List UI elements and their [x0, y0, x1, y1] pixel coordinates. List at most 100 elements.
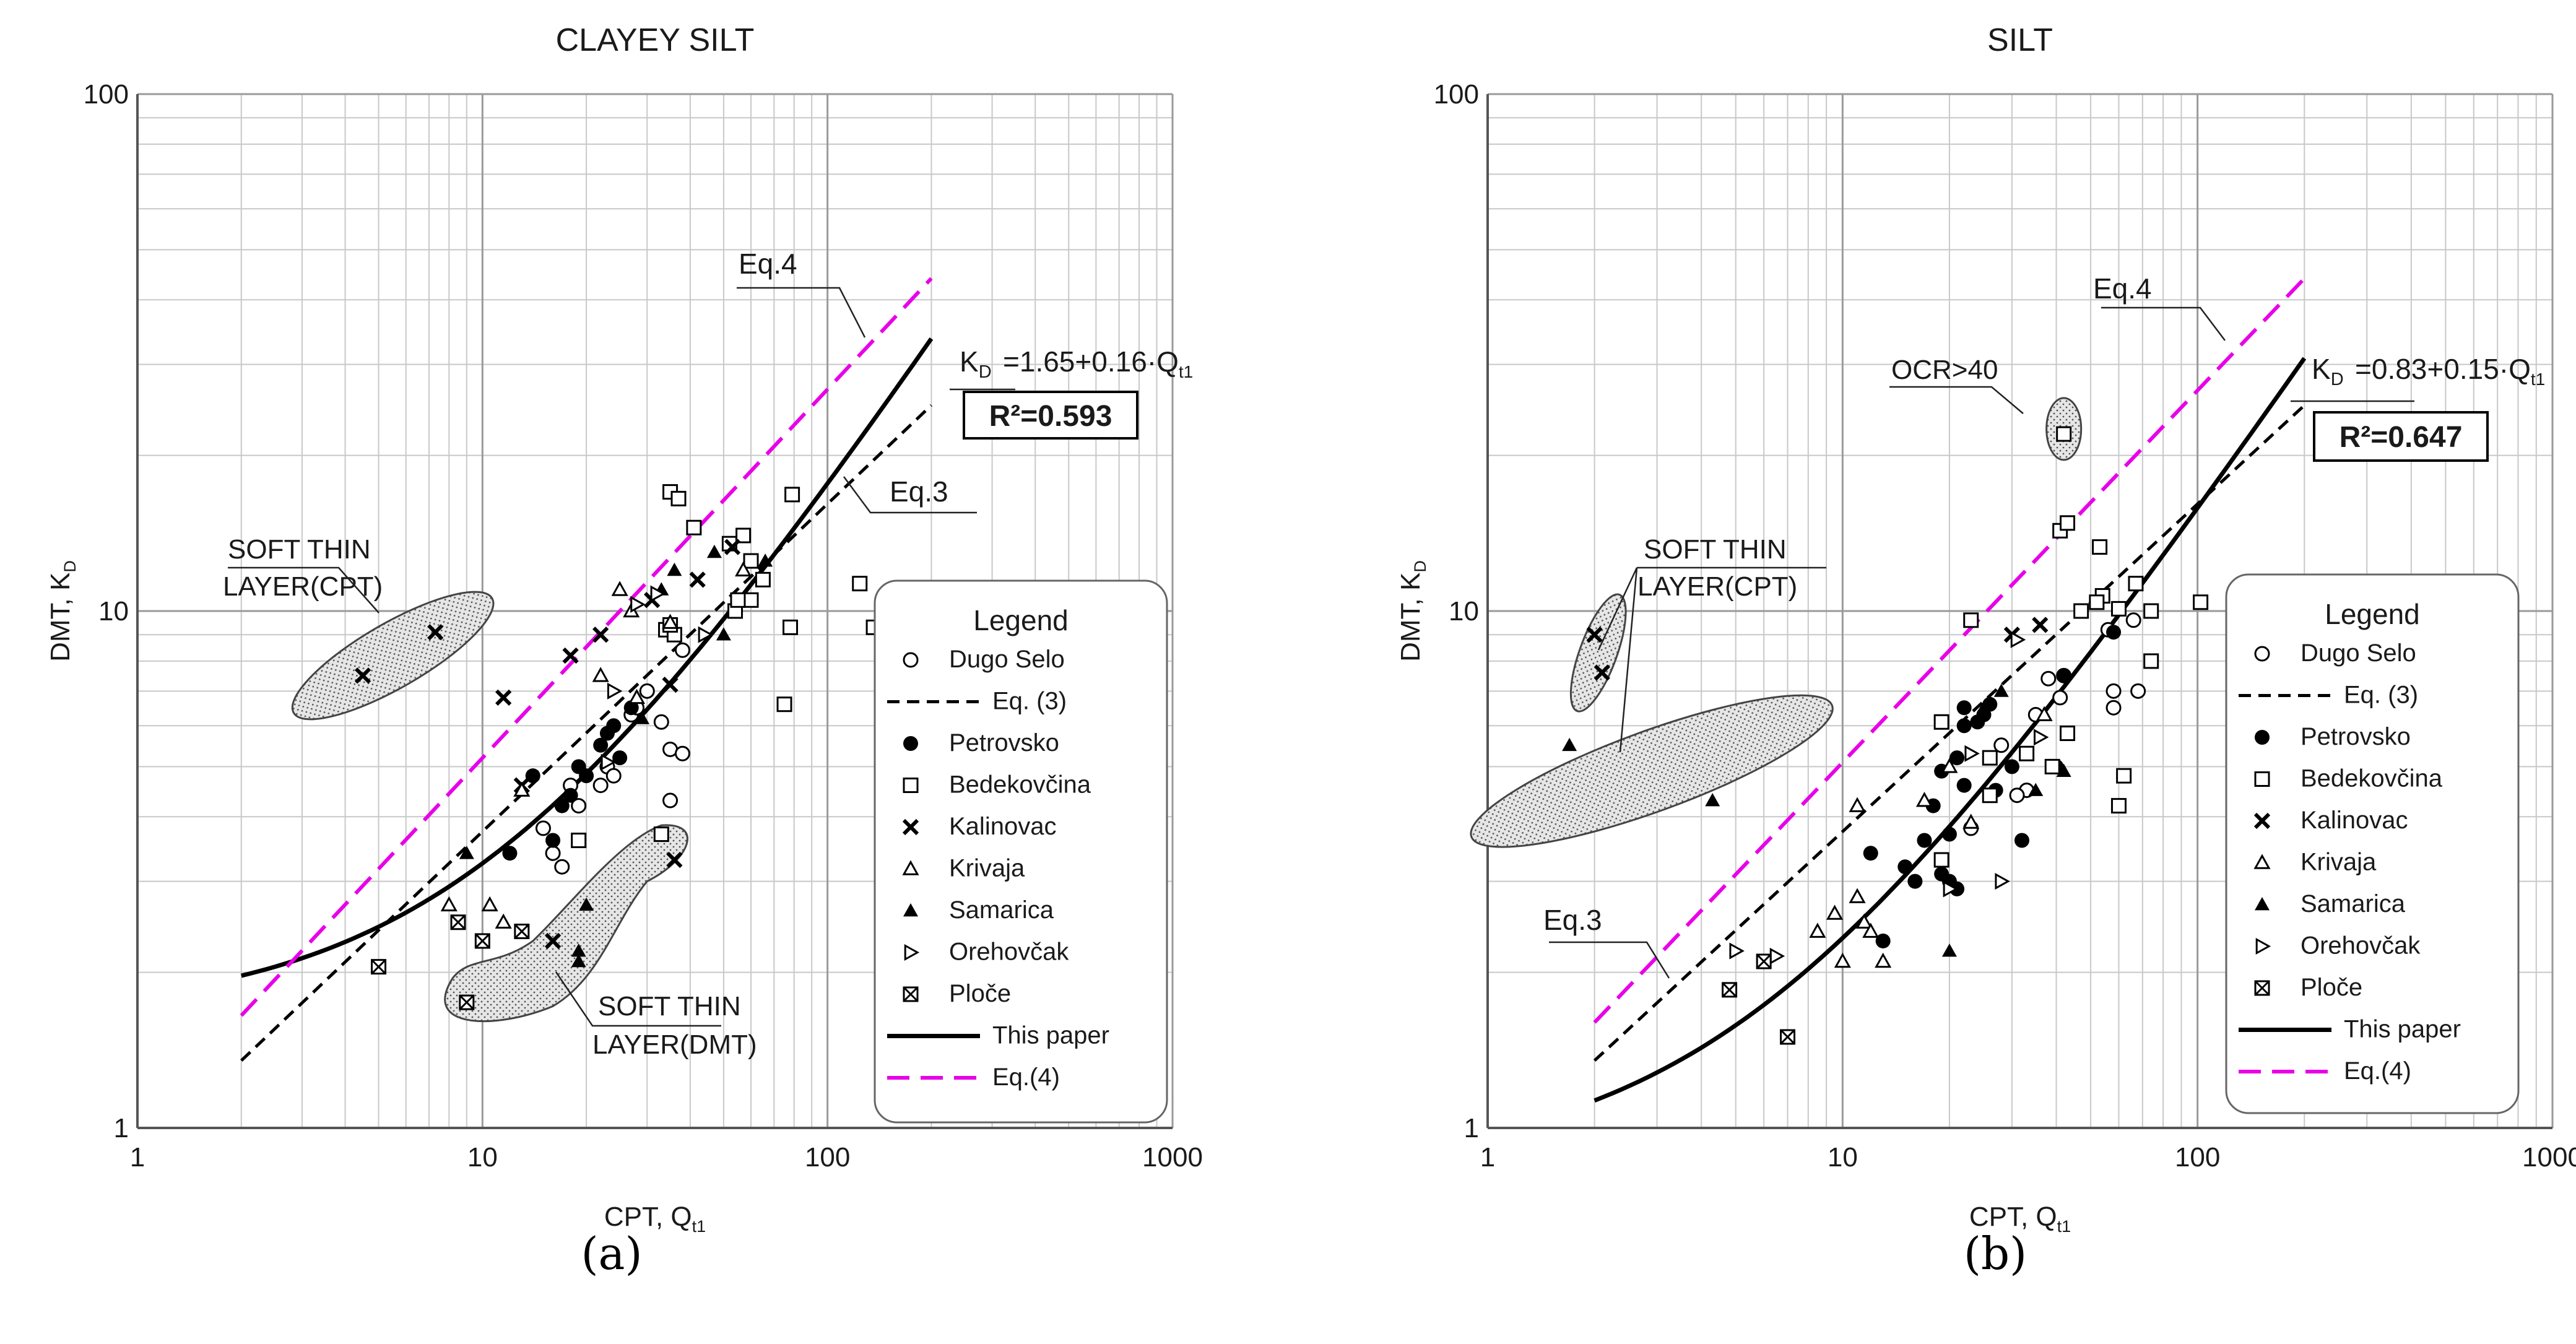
point-bedekov-ina: [743, 553, 759, 569]
legend-swatch-plo-e: [2254, 980, 2270, 996]
point-samarica: [1976, 700, 1992, 714]
point-plo-e: [514, 924, 530, 940]
point-petrovsko: [2014, 833, 2029, 848]
legend-label-this-paper: This paper: [2344, 1016, 2461, 1043]
legend-label-dugo-selo: Dugo Selo: [949, 646, 1065, 673]
point-bedekov-ina: [2044, 758, 2060, 774]
point-krivaja: [1849, 888, 1866, 903]
point-samarica: [2028, 783, 2044, 796]
legend-swatch-krivaja: [2253, 854, 2271, 869]
point-plo-e: [371, 959, 387, 975]
point-orehov-ak: [607, 682, 623, 700]
legend-label-dugo-selo: Dugo Selo: [2301, 639, 2416, 667]
point-petrovsko: [1863, 846, 1878, 861]
data-points: [354, 484, 882, 1010]
legend-swatch-petrovsko: [2255, 730, 2270, 745]
x-axis-label: CPT, Qt1: [604, 1202, 706, 1236]
series-line-this-paper: [1594, 357, 2307, 1103]
legend-swatch-dugo-selo: [2254, 646, 2270, 662]
eq4-leader: [737, 287, 866, 338]
point-samarica: [1941, 943, 1957, 957]
point-krivaja: [1826, 904, 1844, 920]
x-axis-label-sub: t1: [692, 1217, 706, 1236]
point-samarica: [2056, 763, 2071, 778]
y-tick-label: 100: [1434, 79, 1479, 110]
soft-cpt-label-1: SOFT THIN: [228, 534, 371, 565]
soft-cpt-leader: [228, 566, 379, 613]
point-petrovsko: [1917, 833, 1932, 848]
equation-prefix-main: K: [960, 345, 979, 378]
eq4-label: Eq.4: [2093, 272, 2152, 305]
legend-label-petrovsko: Petrovsko: [949, 729, 1059, 757]
equation-body: =0.83+0.15·Qt1: [2355, 353, 2545, 389]
r2-box: [963, 391, 1138, 440]
point-bedekov-ina: [686, 519, 702, 535]
legend-label-bedekov-ina: Bedekovčina: [2301, 765, 2443, 792]
y-tick-label: 10: [98, 596, 129, 626]
point-petrovsko: [579, 768, 594, 784]
x-tick-label: 100: [805, 1142, 850, 1173]
point-bedekov-ina: [743, 592, 759, 608]
soft-cpt-region-1: [1569, 593, 1627, 713]
x-axis-label-main: CPT, Q: [604, 1202, 692, 1232]
equation-body-sub: t1: [1179, 362, 1193, 381]
point-orehov-ak: [1769, 947, 1785, 965]
legend-swatch-bedekov-ina: [903, 778, 919, 793]
y-tick-label: 1: [1464, 1113, 1479, 1143]
x-axis-label-main: CPT, Q: [1969, 1202, 2057, 1232]
point-bedekov-ina: [2110, 798, 2127, 814]
point-krivaja: [440, 896, 458, 912]
point-bedekov-ina: [2143, 603, 2159, 619]
point-kalinovac: [666, 851, 683, 869]
point-orehov-ak: [1995, 873, 2010, 890]
legend-box: [2225, 573, 2520, 1114]
r2-value: R²=0.647: [2340, 421, 2463, 454]
equation-prefix-sub: D: [979, 362, 992, 382]
point-dugo-selo: [545, 845, 561, 861]
point-krivaja: [513, 781, 531, 797]
point-petrovsko: [623, 700, 639, 716]
equation-prefix-sub: D: [2331, 370, 2344, 389]
point-petrovsko: [1956, 778, 1972, 793]
point-krivaja: [611, 581, 628, 596]
point-bedekov-ina: [755, 571, 771, 587]
point-bedekov-ina: [730, 592, 746, 608]
x-tick-label: 1000: [1142, 1142, 1203, 1173]
x-axis-label-sub: t1: [2057, 1217, 2071, 1236]
point-kalinovac: [724, 539, 741, 555]
eq3-leader: [1549, 941, 1670, 979]
chart-title: CLAYEY SILT: [556, 22, 755, 58]
point-bedekov-ina: [852, 576, 868, 592]
legend-label-kalinovac: Kalinovac: [2301, 807, 2408, 834]
point-bedekov-ina: [2089, 594, 2105, 610]
y-axis-label-main: DMT, K: [1395, 573, 1426, 662]
point-bedekov-ina: [2110, 600, 2127, 617]
point-plo-e: [450, 914, 466, 930]
point-petrovsko: [2106, 625, 2122, 640]
legend-swatch-samarica: [2255, 897, 2270, 911]
point-bedekov-ina: [2143, 653, 2159, 669]
x-tick-label: 1: [1480, 1142, 1495, 1173]
annotations: Eq.4 Eq.3 SOFT THIN LAYER(CPT) SOFT THIN LAYE…: [223, 248, 1193, 1060]
legend-swatch-petrovsko: [903, 736, 918, 751]
point-bedekov-ina: [2060, 515, 2076, 531]
y-axis-label-sub: D: [61, 560, 79, 573]
point-bedekov-ina: [1982, 787, 1998, 804]
point-kalinovac: [1594, 664, 1610, 681]
point-samarica: [579, 897, 594, 911]
y-axis-label: DMT, KD: [1395, 560, 1429, 662]
legend-swatch-kalinovac: [2253, 812, 2271, 830]
point-bedekov-ina: [776, 696, 792, 713]
point-krivaja: [662, 613, 679, 629]
point-petrovsko: [2056, 668, 2071, 683]
point-kalinovac: [427, 624, 444, 641]
point-dugo-selo: [571, 798, 587, 814]
legend-swatch-krivaja: [902, 860, 919, 875]
legend-label-samarica: Samarica: [949, 896, 1054, 924]
legend-label-bedekov-ina: Bedekovčina: [949, 771, 1091, 799]
point-petrovsko: [2004, 759, 2019, 774]
point-orehov-ak: [1964, 745, 1980, 762]
x-tick-label: 1000: [2522, 1142, 2576, 1173]
series-line-eq-4-: [1593, 277, 2306, 1024]
